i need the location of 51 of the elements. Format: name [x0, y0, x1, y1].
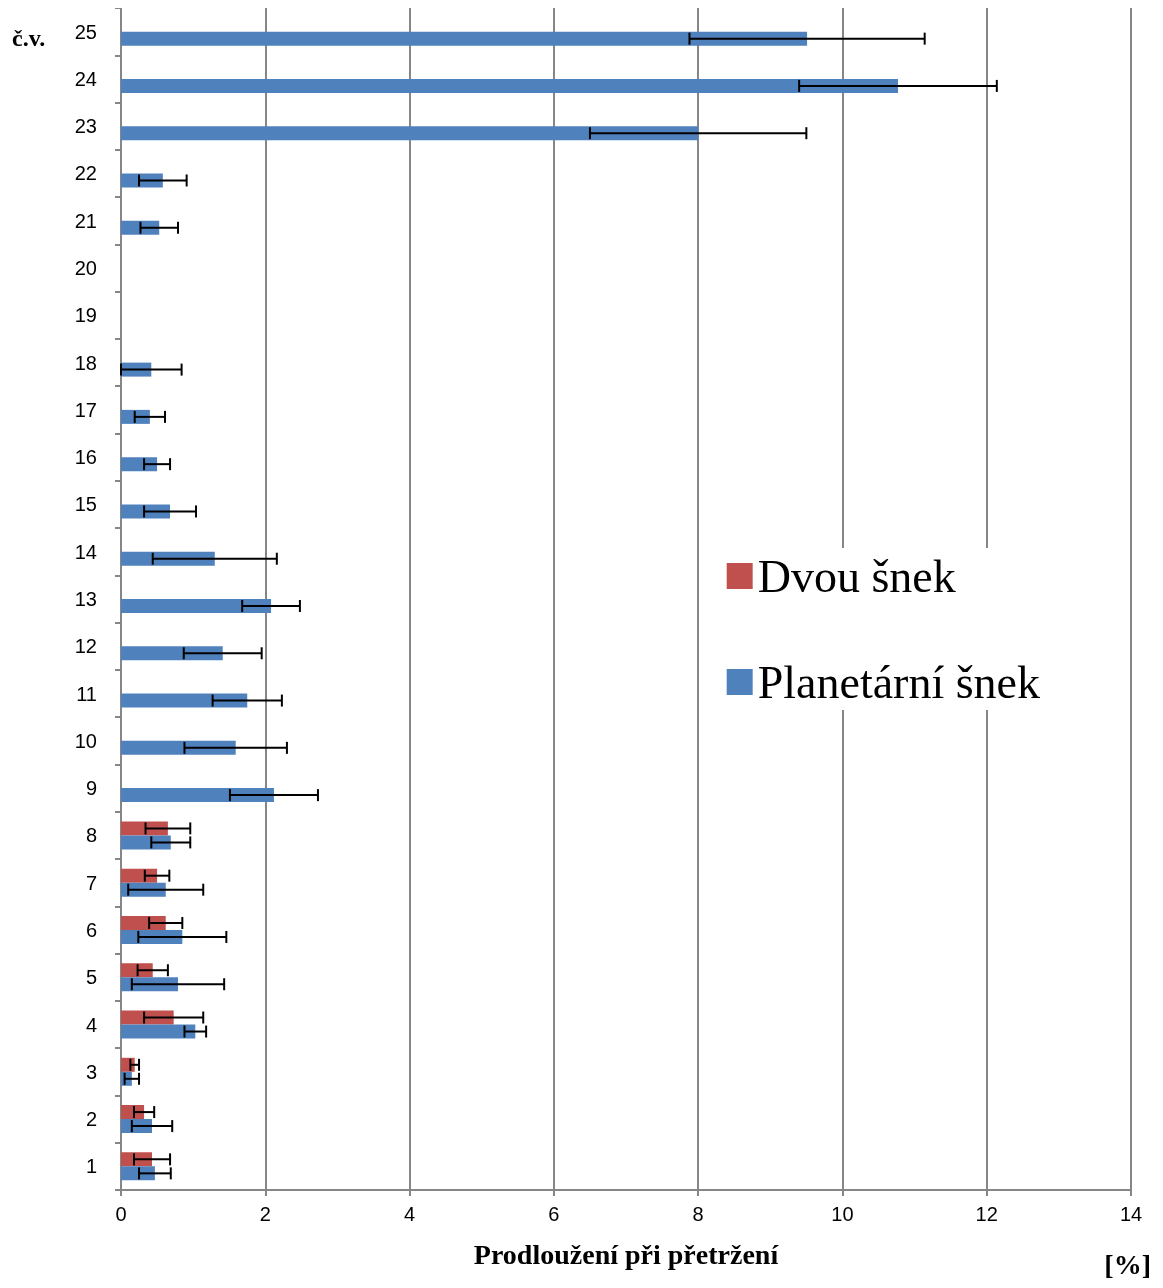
bar [121, 740, 236, 755]
x-tick-label: 10 [831, 1203, 854, 1225]
bar [121, 868, 158, 883]
y-tick-label: 16 [74, 446, 97, 469]
bar [121, 126, 699, 141]
bar [121, 835, 171, 850]
y-tick-label: 18 [74, 351, 97, 374]
bar [121, 78, 898, 93]
y-tick-label: 2 [85, 1108, 97, 1131]
y-tick-label: 15 [74, 493, 97, 516]
bar [121, 788, 274, 803]
y-tick-label: 14 [74, 540, 97, 563]
y-tick-label: 8 [85, 824, 97, 847]
bar [121, 457, 158, 472]
y-tick-label: 9 [85, 777, 97, 800]
y-tick-label: 21 [74, 209, 97, 232]
x-tick-label: 0 [115, 1203, 127, 1225]
x-tick-label: 2 [259, 1203, 271, 1225]
bar [121, 915, 166, 930]
bar [121, 599, 272, 613]
y-tick-label: 20 [74, 257, 97, 280]
legend-label: Dvou šnek [757, 550, 956, 602]
y-tick-label: 10 [74, 729, 97, 752]
y-axis-title: č.v. [12, 25, 46, 51]
x-tick-label: 12 [975, 1203, 998, 1225]
text: [%] [1104, 1248, 1152, 1280]
y-tick-label: 22 [74, 162, 97, 185]
y-tick-label: 19 [74, 304, 97, 327]
y-tick-label: 13 [74, 588, 97, 610]
y-tick-label: 12 [74, 635, 97, 658]
y-tick-label: 1 [85, 1155, 97, 1178]
legend-label: Planetární šnek [757, 656, 1040, 708]
bar [121, 693, 248, 708]
y-tick-label: 24 [74, 67, 97, 90]
bar [121, 1024, 196, 1039]
x-tick-label: 4 [404, 1203, 416, 1225]
bar [121, 31, 808, 46]
y-tick-label: 23 [74, 115, 97, 138]
bar [121, 646, 223, 661]
y-tick-label: 11 [76, 682, 97, 705]
y-tick-label: 5 [85, 966, 97, 989]
y-tick-label: 25 [74, 20, 97, 43]
x-axis-title: Prodloužení při přetržení [473, 1238, 780, 1270]
y-tick-label: 6 [85, 918, 97, 941]
y-tick-label: 4 [85, 1013, 97, 1036]
y-tick-label: 17 [74, 398, 97, 421]
x-tick-label: 8 [692, 1203, 704, 1225]
x-tick-label: 14 [1119, 1203, 1143, 1225]
y-tick-label: 3 [85, 1060, 97, 1083]
y-tick-label: 7 [85, 871, 97, 894]
x-tick-label: 6 [548, 1203, 560, 1225]
